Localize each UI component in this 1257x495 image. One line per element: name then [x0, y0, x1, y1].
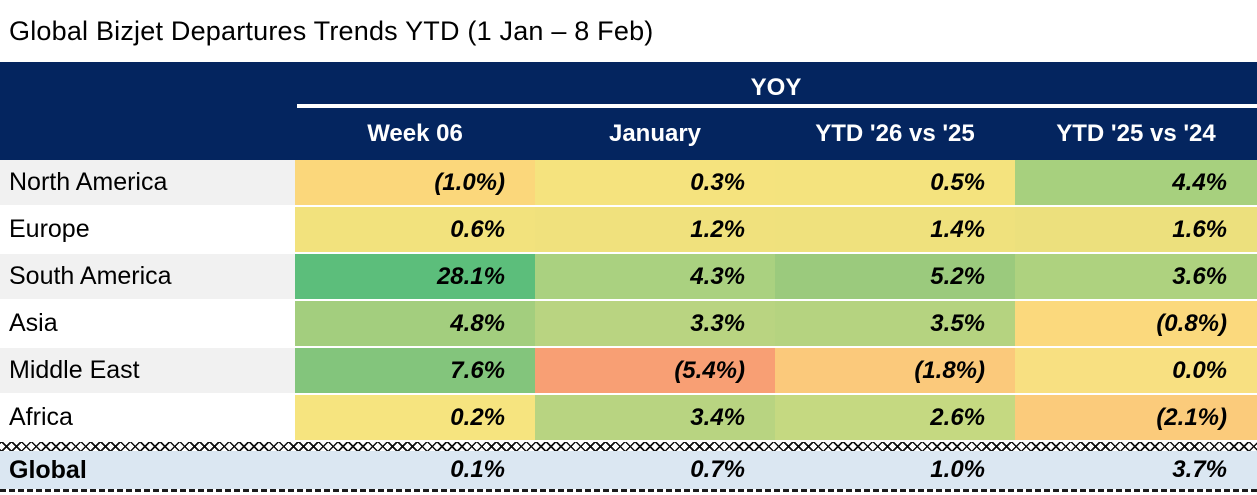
row-label: Africa: [0, 395, 295, 442]
cell-value: 2.6%: [775, 395, 1015, 442]
cell-value: 3.7%: [1172, 456, 1227, 483]
header-spacer: [0, 62, 295, 104]
cell-value: 0.1%: [450, 456, 505, 483]
header-corner: [0, 108, 295, 160]
column-header-week06: Week 06: [367, 120, 463, 147]
cell-value: 1.0%: [930, 456, 985, 483]
table-row-asia: Asia 4.8% 3.3% 3.5% (0.8%): [0, 301, 1257, 348]
column-header-january: January: [608, 120, 702, 147]
row-label: Europe: [0, 207, 295, 254]
cell-value: 3.6%: [1015, 254, 1257, 301]
bottom-dashed-border: [0, 489, 1257, 495]
cell-value: 0.5%: [775, 160, 1015, 207]
hatched-divider: [0, 442, 1257, 451]
cell-value: 28.1%: [295, 254, 535, 301]
cell-value: (5.4%): [535, 348, 775, 395]
cell-value: 1.2%: [535, 207, 775, 254]
cell-value: 7.6%: [295, 348, 535, 395]
table-header: YOY Week 06 January YTD '26 vs '25 YTD '…: [0, 62, 1257, 160]
cell-value: 1.6%: [1015, 207, 1257, 254]
cell-value: (0.8%): [1015, 301, 1257, 348]
cell-value: 1.4%: [775, 207, 1015, 254]
cell-value: 5.2%: [775, 254, 1015, 301]
table-row-europe: Europe 0.6% 1.2% 1.4% 1.6%: [0, 207, 1257, 254]
cell-value: 0.2%: [295, 395, 535, 442]
row-label: Asia: [0, 301, 295, 348]
cell-value: 3.3%: [535, 301, 775, 348]
cell-value: 3.4%: [535, 395, 775, 442]
cell-value: 0.3%: [535, 160, 775, 207]
cell-value: 0.7%: [690, 456, 745, 483]
row-label: Global: [9, 455, 87, 484]
table-row-global: Global 0.1% 0.7% 1.0% 3.7%: [0, 451, 1257, 489]
cell-value: 0.0%: [1015, 348, 1257, 395]
column-header-ytd26vs25: YTD '26 vs '25: [815, 120, 975, 147]
cell-value: (2.1%): [1015, 395, 1257, 442]
cell-value: 0.6%: [295, 207, 535, 254]
header-underline: [0, 104, 1257, 108]
column-header-ytd25vs24: YTD '25 vs '24: [1056, 120, 1216, 147]
table-row-middle-east: Middle East 7.6% (5.4%) (1.8%) 0.0%: [0, 348, 1257, 395]
row-label: South America: [0, 254, 295, 301]
page-title: Global Bizjet Departures Trends YTD (1 J…: [9, 15, 654, 46]
table-row-south-america: South America 28.1% 4.3% 5.2% 3.6%: [0, 254, 1257, 301]
cell-value: 3.5%: [775, 301, 1015, 348]
cell-value: 4.3%: [535, 254, 775, 301]
cell-value: 4.4%: [1015, 160, 1257, 207]
table-row-africa: Africa 0.2% 3.4% 2.6% (2.1%): [0, 395, 1257, 442]
row-label: North America: [0, 160, 295, 207]
table-row-north-america: North America (1.0%) 0.3% 0.5% 4.4%: [0, 160, 1257, 207]
group-header-yoy: YOY: [750, 74, 802, 101]
cell-value: (1.8%): [775, 348, 1015, 395]
row-label: Middle East: [0, 348, 295, 395]
cell-value: 4.8%: [295, 301, 535, 348]
cell-value: (1.0%): [295, 160, 535, 207]
